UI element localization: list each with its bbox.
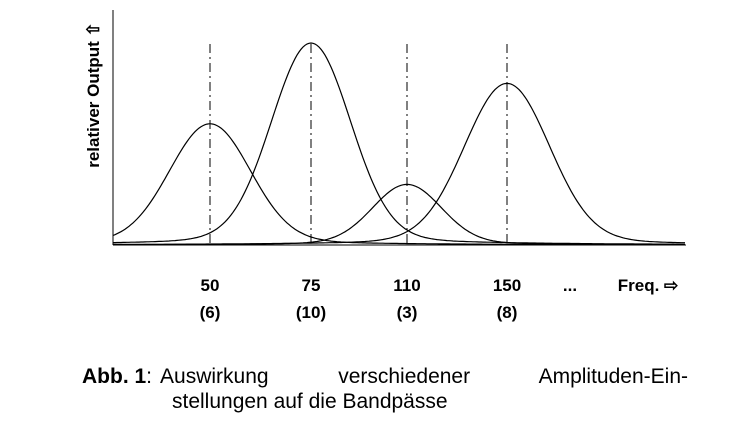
bandpass-curve-150 [113, 82, 685, 245]
y-axis-label: relativer Output ⇧ [84, 22, 103, 168]
caption-line-2: stellungen auf die Bandpässe [172, 390, 448, 413]
caption-colon: : [146, 365, 153, 388]
bandpass-chart: 50 75 110 150 (6) (10) (3) (8) ... Freq. ⇨ rel… [84, 10, 686, 322]
bandpass-curve-75 [113, 42, 685, 245]
x-axis-label: Freq. ⇨ [618, 276, 679, 295]
amplitude-label-50: (6) [200, 303, 221, 322]
x-tick-label-75: 75 [302, 276, 321, 295]
x-tick-label-150: 150 [493, 276, 521, 295]
x-tick-label-110: 110 [393, 276, 420, 295]
x-tick-label-50: 50 [201, 276, 220, 295]
caption-line-1: Auswirkung verschiedener Amplituden-Ein- [160, 365, 688, 388]
amplitude-label-150: (8) [497, 303, 518, 322]
figure-caption: Abb. 1: Auswirkung verschiedener Amplitu… [82, 364, 688, 414]
amplitude-label-75: (10) [296, 303, 326, 322]
ellipsis-label: ... [563, 276, 577, 295]
caption-label: Abb. 1 [82, 365, 147, 388]
amplitude-label-110: (3) [397, 303, 418, 322]
